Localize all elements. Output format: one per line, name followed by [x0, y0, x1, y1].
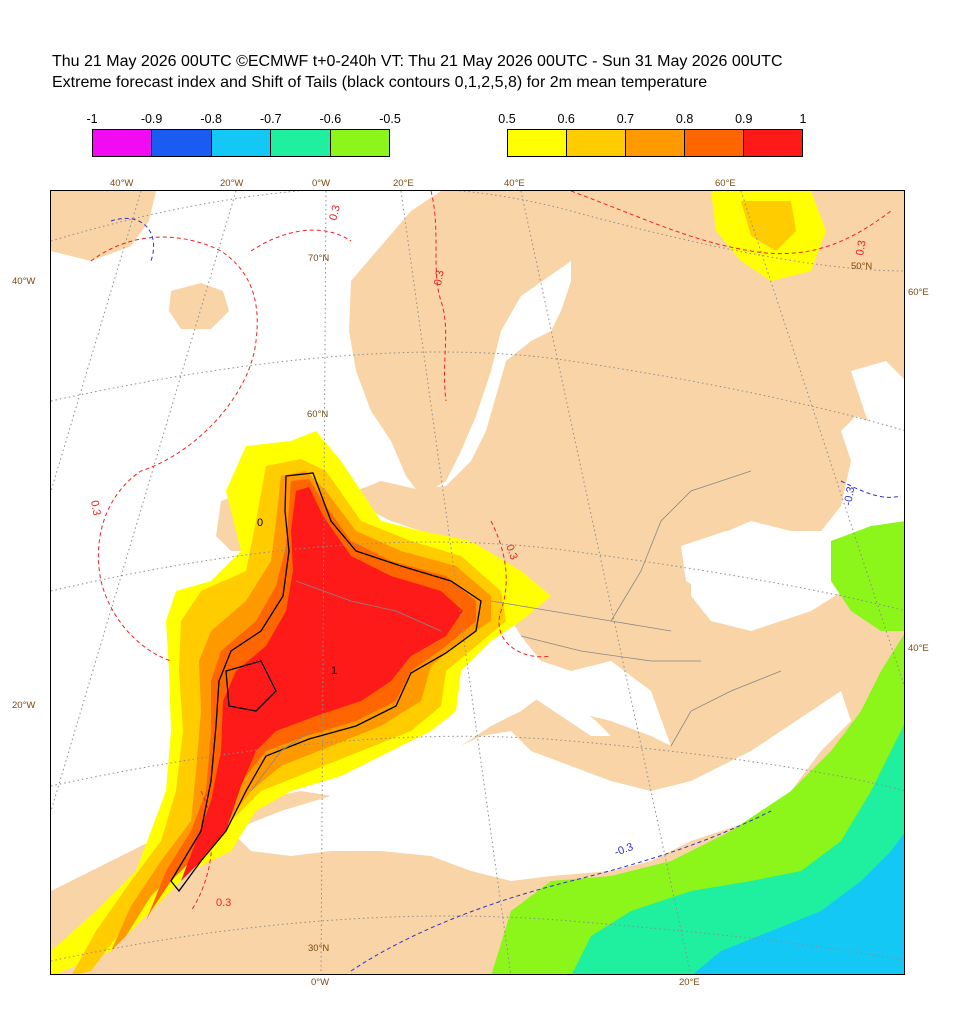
- efi-contour-label: 0.3: [854, 239, 868, 256]
- lon-label-bottom: 20°E: [679, 977, 700, 988]
- colorbar-tick-label: 0.9: [735, 112, 753, 126]
- sot-contours: [170, 472, 482, 893]
- lon-label-bottom: 0°W: [311, 977, 330, 988]
- colorbar-tick-label: -0.7: [260, 112, 282, 126]
- efi-map[interactable]: 0.3 0.3 0.3 0.3 0.3 0.3 -0.3 -0.3 0 1 70…: [50, 190, 905, 975]
- colorbar-tick-label: -0.5: [379, 112, 401, 126]
- colorbar-swatch: [744, 130, 802, 156]
- efi-contour-label: 0.3: [216, 897, 231, 909]
- lat-label: 50°N: [851, 261, 872, 272]
- mediterranean-sea: [231, 691, 851, 881]
- colorbar-swatch: [567, 130, 626, 156]
- lon-label-top: 0°W: [312, 178, 331, 189]
- efi-neg-contour-label: -0.3: [842, 486, 857, 507]
- efi-positive-contours: [90, 191, 892, 912]
- colorbar-swatch: [626, 130, 685, 156]
- efi-0.6-arctic-area: [741, 201, 796, 251]
- lon-label-top: 60°E: [715, 178, 736, 189]
- iceland-land: [169, 283, 229, 329]
- lon-label-left: 20°W: [12, 700, 36, 711]
- lon-label-top: 20°W: [220, 178, 244, 189]
- colorbar-tick-label: -0.8: [200, 112, 222, 126]
- efi-contour-label: 0.3: [432, 269, 446, 286]
- lon-label-left: 40°W: [12, 276, 36, 287]
- graticule: [51, 191, 904, 974]
- map-title-line-1: Thu 21 May 2026 00UTC ©ECMWF t+0-240h VT…: [52, 53, 783, 70]
- efi-contour-label: 0.3: [503, 543, 520, 561]
- colorbar-swatch: [93, 130, 153, 156]
- lat-label: 30°N: [308, 943, 329, 954]
- colorbar-tick-label: 1: [799, 112, 807, 126]
- lon-label-right: 60°E: [908, 287, 929, 298]
- colorbar-tick-label: 0.8: [675, 112, 694, 126]
- efi-0.9-area: [181, 487, 463, 881]
- efi-neg-0.7-area: [693, 833, 904, 974]
- sot-contour-label: 0: [257, 517, 263, 529]
- colorbar-tick-label: -1: [86, 112, 98, 126]
- lat-label: 70°N: [308, 253, 329, 264]
- colorbar-swatch: [211, 130, 272, 156]
- efi-contour-label: 0.3: [327, 204, 343, 222]
- scandinavia-land: [349, 191, 571, 496]
- lon-label-right: 40°E: [908, 643, 929, 654]
- efi-contour-label: 0.3: [88, 499, 102, 516]
- colorbar-tick-label: 0.6: [557, 112, 575, 126]
- colorbar-tick-label: 0.7: [616, 112, 635, 126]
- positive-efi-colorbar: 0.5 0.6 0.7 0.8 0.9 1: [498, 112, 806, 160]
- colorbar-tick-label: 0.5: [498, 112, 516, 126]
- negative-efi-colorbar: -1 -0.9 -0.8 -0.7 -0.6 -0.5: [86, 112, 401, 160]
- colorbar-swatch: [685, 130, 744, 156]
- country-borders: [250, 470, 782, 792]
- colorbar-swatch: [152, 130, 212, 156]
- efi-negative-contours: [110, 217, 902, 972]
- colorbar-swatch: [271, 130, 331, 156]
- caspian-sea: [851, 361, 904, 456]
- lon-label-top: 40°E: [504, 178, 525, 189]
- black-sea: [681, 531, 841, 601]
- colorbar-tick-label: -0.6: [319, 112, 342, 126]
- adriatic-sea: [506, 661, 611, 736]
- map-title-line-2: Extreme forecast index and Shift of Tail…: [52, 74, 708, 91]
- lon-label-top: 40°W: [110, 178, 134, 189]
- sot-contour-label: 1: [331, 665, 337, 677]
- colorbar-tick-label: -0.9: [140, 112, 163, 126]
- colorbar-swatch: [508, 130, 567, 156]
- efi-neg-0.5-area-east: [831, 521, 904, 631]
- lat-label: 60°N: [307, 409, 328, 420]
- colorbar-swatch: [330, 130, 390, 156]
- lon-label-top: 20°E: [393, 178, 414, 189]
